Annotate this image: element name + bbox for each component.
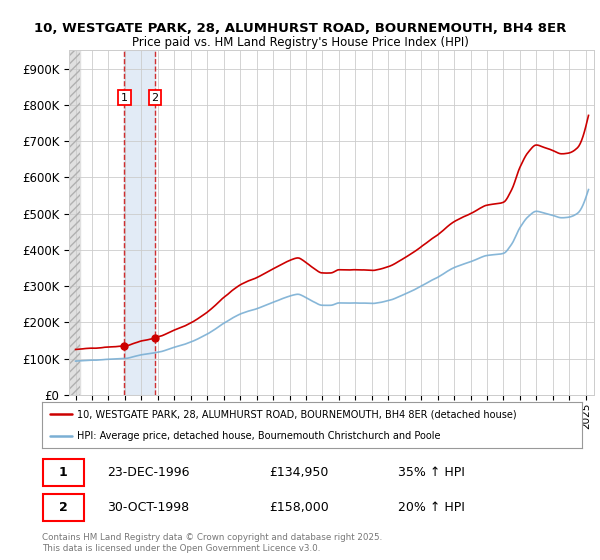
Text: 23-DEC-1996: 23-DEC-1996 [107, 466, 190, 479]
Text: 1: 1 [121, 92, 128, 102]
Text: £134,950: £134,950 [269, 466, 328, 479]
Text: 10, WESTGATE PARK, 28, ALUMHURST ROAD, BOURNEMOUTH, BH4 8ER: 10, WESTGATE PARK, 28, ALUMHURST ROAD, B… [34, 22, 566, 35]
FancyBboxPatch shape [43, 494, 83, 521]
Text: Price paid vs. HM Land Registry's House Price Index (HPI): Price paid vs. HM Land Registry's House … [131, 36, 469, 49]
FancyBboxPatch shape [43, 459, 83, 487]
Text: 2: 2 [59, 501, 67, 514]
Text: 30-OCT-1998: 30-OCT-1998 [107, 501, 189, 514]
Text: 10, WESTGATE PARK, 28, ALUMHURST ROAD, BOURNEMOUTH, BH4 8ER (detached house): 10, WESTGATE PARK, 28, ALUMHURST ROAD, B… [77, 409, 517, 419]
Bar [124, 50, 155, 395]
Text: Contains HM Land Registry data © Crown copyright and database right 2025.
This d: Contains HM Land Registry data © Crown c… [42, 533, 382, 553]
Bar [67, 50, 80, 395]
Text: 20% ↑ HPI: 20% ↑ HPI [398, 501, 465, 514]
Text: HPI: Average price, detached house, Bournemouth Christchurch and Poole: HPI: Average price, detached house, Bour… [77, 431, 440, 441]
Text: 2: 2 [152, 92, 158, 102]
Text: £158,000: £158,000 [269, 501, 329, 514]
Text: 1: 1 [59, 466, 67, 479]
Text: 35% ↑ HPI: 35% ↑ HPI [398, 466, 465, 479]
Bar [67, 50, 80, 395]
